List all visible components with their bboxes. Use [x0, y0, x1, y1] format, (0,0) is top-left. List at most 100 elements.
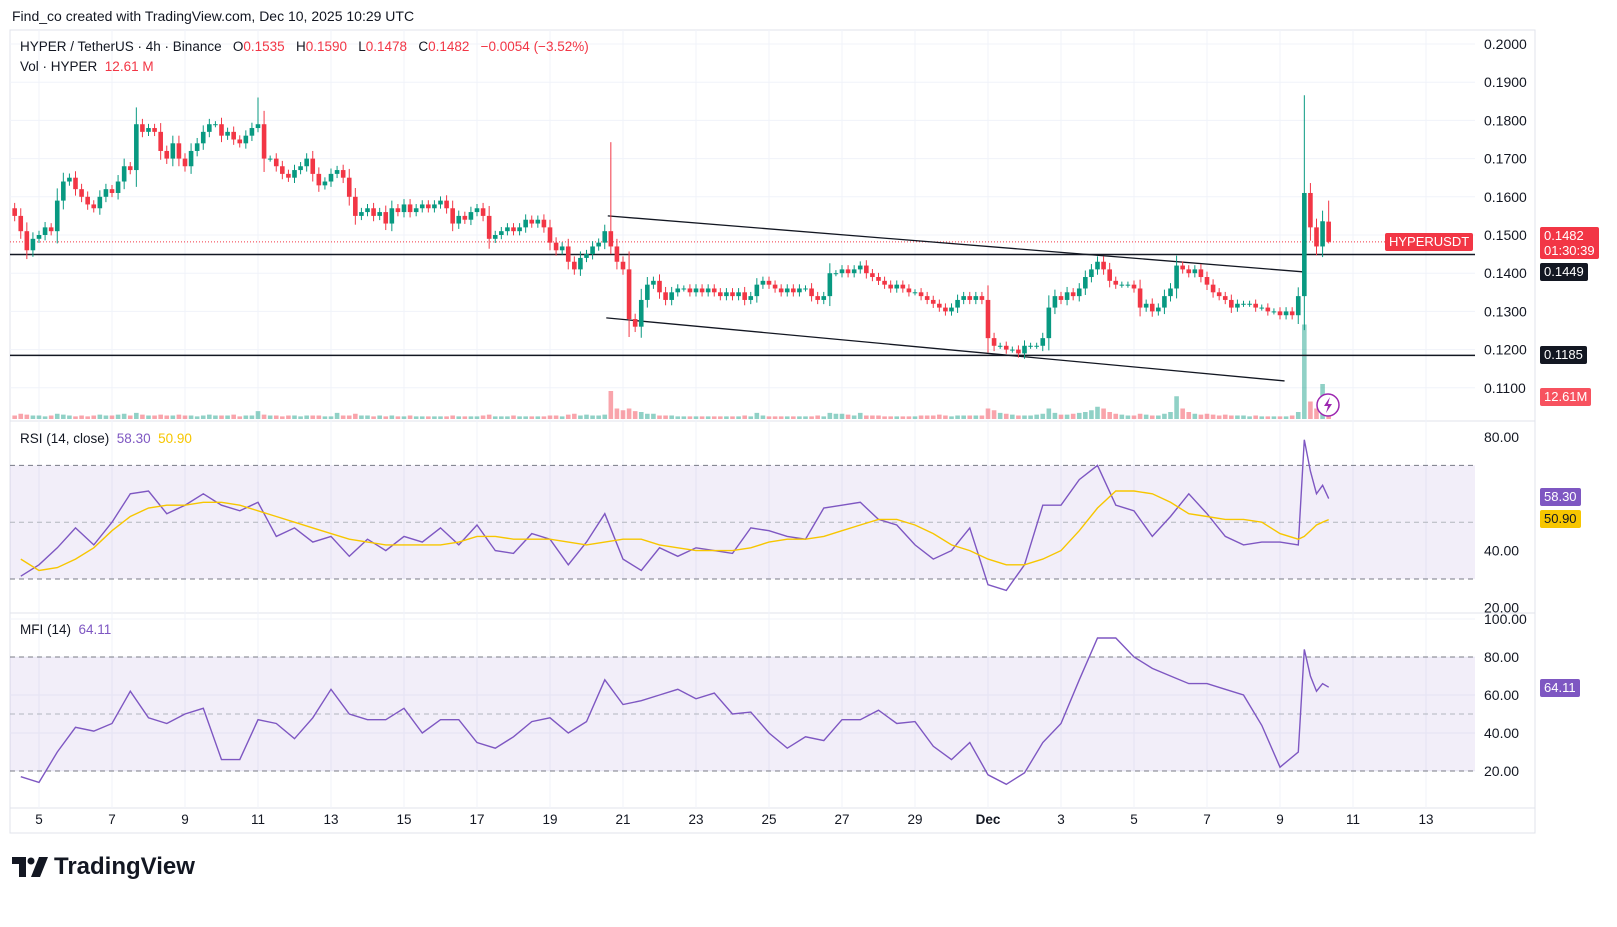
price-axis-label: 0.1100: [1484, 380, 1526, 396]
volume-bar: [547, 415, 553, 419]
volume-bar: [669, 415, 674, 419]
volume-bar: [401, 416, 407, 419]
candle-body: [1216, 292, 1222, 297]
candle-body: [718, 292, 723, 297]
time-axis-label: 13: [323, 812, 338, 827]
volume-bar: [1210, 414, 1216, 419]
volume-bar: [91, 415, 97, 419]
mfi-label[interactable]: MFI (14): [20, 622, 72, 637]
candle: [146, 123, 151, 137]
candle-body: [73, 177, 78, 190]
volume-bar: [1022, 415, 1027, 419]
candle: [377, 207, 382, 221]
candle-body: [1198, 269, 1204, 278]
candle-body: [1180, 265, 1185, 270]
volume-bar: [456, 416, 462, 419]
candle-body: [304, 158, 309, 167]
candle: [438, 196, 443, 209]
volume-bar: [529, 416, 535, 419]
volume-bar: [1058, 414, 1064, 419]
candle-body: [395, 208, 401, 213]
candle: [1083, 270, 1088, 295]
candle: [572, 256, 577, 275]
candle-body: [924, 296, 930, 300]
candle: [1076, 283, 1082, 302]
volume-bar: [1229, 415, 1234, 419]
candle-body: [1241, 303, 1246, 305]
volume-bar: [188, 415, 194, 419]
volume-bar: [1083, 412, 1088, 419]
volume-bar: [389, 415, 395, 419]
candle-body: [912, 292, 918, 294]
tradingview-logo[interactable]: TradingView: [12, 853, 195, 881]
rsi-label[interactable]: RSI (14, close): [20, 431, 110, 446]
candle-body: [1265, 307, 1271, 312]
candle: [997, 342, 1003, 349]
volume-bar: [73, 416, 78, 419]
volume-bar: [584, 414, 589, 419]
time-axis-label: 27: [834, 812, 849, 827]
candle-body: [48, 227, 54, 232]
candle: [340, 164, 346, 184]
volume-bar: [711, 416, 717, 419]
volume-bar: [462, 416, 468, 419]
volume-bar: [870, 415, 875, 419]
volume-bar: [1168, 412, 1173, 419]
candle: [36, 230, 42, 244]
candle: [1277, 307, 1283, 320]
chart-credit: Find_co created with TradingView.com, De…: [12, 8, 415, 24]
volume-bar: [559, 416, 565, 419]
volume-bar: [1308, 401, 1313, 419]
candle: [413, 204, 419, 217]
candle: [912, 289, 918, 296]
candle: [407, 199, 413, 218]
candle: [170, 135, 176, 167]
price-axis-label: 0.1700: [1484, 151, 1527, 167]
candle-body: [724, 292, 729, 297]
rsi-lines: [20, 439, 1330, 592]
candle-body: [547, 227, 553, 243]
candle: [778, 284, 784, 297]
volume-bar: [1089, 410, 1094, 419]
symbol-title[interactable]: HYPER / TetherUS · 4h · Binance: [20, 39, 222, 54]
volume-bar: [267, 415, 273, 419]
volume-bar: [675, 416, 681, 419]
candle-body: [797, 288, 802, 293]
volume-bar: [474, 416, 480, 419]
candle: [638, 288, 644, 338]
rsi-axis-label: 40.00: [1484, 543, 1519, 559]
candle-body: [705, 288, 711, 293]
lightning-icon[interactable]: [1316, 393, 1340, 417]
volume-label[interactable]: Vol · HYPER: [20, 59, 98, 74]
volume-bar: [535, 416, 541, 419]
candle-body: [1204, 277, 1210, 285]
candle-body: [1186, 269, 1192, 274]
candle: [456, 210, 462, 229]
candle-body: [1064, 292, 1070, 300]
volume-bar: [207, 414, 212, 419]
volume-bar: [164, 415, 170, 419]
volume-bar: [1034, 414, 1039, 419]
candle-body: [851, 269, 857, 274]
candle: [651, 276, 656, 289]
mfi-axis-label: 60.00: [1484, 687, 1519, 703]
candle-body: [419, 204, 425, 209]
candle-body: [961, 296, 966, 300]
candle: [267, 155, 273, 162]
volume-bar: [383, 416, 389, 419]
time-axis-label: 7: [1203, 812, 1211, 827]
volume-bar: [340, 415, 346, 419]
candle: [1149, 298, 1155, 317]
candle-body: [784, 288, 790, 293]
candle: [450, 200, 455, 232]
candle-body: [97, 196, 103, 209]
candle: [1174, 255, 1179, 299]
candle-body: [286, 173, 291, 178]
volume-bar: [286, 415, 291, 419]
volume-bar: [377, 415, 382, 419]
candle-body: [243, 135, 249, 144]
candle: [42, 222, 48, 241]
candle: [663, 286, 668, 306]
candle-body: [1229, 299, 1234, 308]
